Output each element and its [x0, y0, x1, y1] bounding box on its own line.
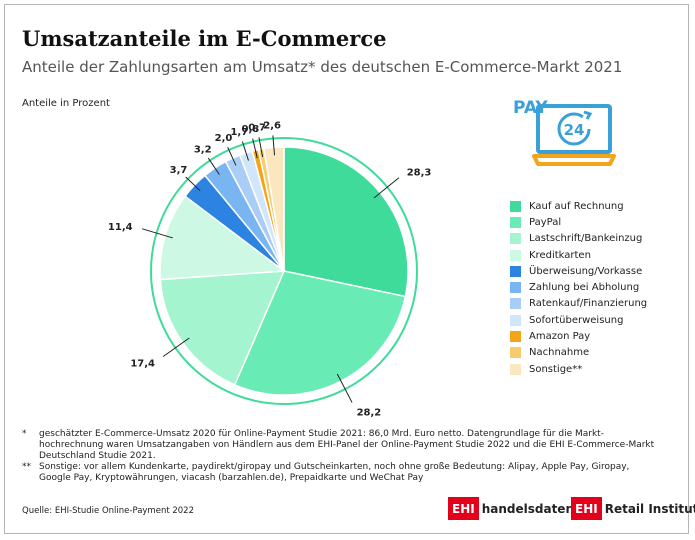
- data-label: 0,8: [242, 124, 260, 135]
- ehi-retail-institute-logo: EHI Retail Institute®: [571, 497, 695, 520]
- logo-text: handelsdaten.de: [481, 501, 596, 516]
- legend-label: Sofortüberweisung: [529, 314, 624, 326]
- data-label: 0,7: [248, 123, 266, 134]
- legend-item: Amazon Pay: [510, 328, 647, 344]
- pie-label-layer: 28,3 28,2 17,4 11,4 3,7 3,22,01,70,80,72,6: [108, 121, 432, 419]
- legend-label: Ratenkauf/Finanzierung: [529, 298, 648, 310]
- pie-outer-ring: [150, 137, 418, 405]
- pie-ring-layer: [150, 137, 418, 405]
- legend-label: Sonstige**: [529, 363, 583, 375]
- pay-24-laptop-icon: 24 PAY: [510, 98, 618, 186]
- legend-label: Amazon Pay: [529, 331, 591, 343]
- leader-line: [272, 135, 276, 156]
- legend-swatch: [510, 347, 521, 359]
- leader-line: [227, 147, 237, 166]
- legend-item: PayPal: [510, 214, 647, 230]
- legend-label: Zahlung bei Abholung: [529, 282, 640, 294]
- legend-swatch: [510, 314, 521, 326]
- logo-text: Retail Institute: [604, 501, 695, 516]
- data-label: 2,0: [215, 133, 233, 144]
- pie-leader-layer: [141, 135, 400, 403]
- legend-label: Nachnahme: [529, 347, 590, 359]
- pie-slice: [283, 146, 409, 298]
- data-label: 2,6: [263, 121, 281, 132]
- chart-subtitle: Anteile der Zahlungsarten am Umsatz* des…: [22, 58, 623, 76]
- data-label: 3,2: [194, 145, 212, 156]
- legend-item: Ratenkauf/Finanzierung: [510, 296, 647, 312]
- legend-item: Lastschrift/Bankeinzug: [510, 231, 647, 247]
- legend-swatch: [510, 363, 521, 375]
- legend-label: Lastschrift/Bankeinzug: [529, 233, 643, 245]
- footnote-1: * geschätzter E-Commerce-Umsatz 2020 für…: [22, 429, 672, 462]
- unit-label: Anteile in Prozent: [22, 98, 110, 109]
- legend-label: PayPal: [529, 216, 562, 228]
- handelsdaten-logo: EHI handelsdaten.de: [448, 497, 595, 520]
- footnote-mark: **: [22, 462, 31, 472]
- pay-icon-text: PAY: [513, 98, 548, 118]
- legend-item: Kreditkarten: [510, 247, 647, 263]
- footnotes: * geschätzter E-Commerce-Umsatz 2020 für…: [22, 429, 672, 484]
- footnote-2: ** Sonstige: vor allem Kundenkarte, payd…: [22, 462, 672, 484]
- leader-line: [258, 137, 264, 158]
- legend-swatch: [510, 298, 521, 310]
- leader-line: [162, 337, 190, 357]
- data-label: 28,3: [407, 167, 432, 178]
- footnote-text: geschätzter E-Commerce-Umsatz 2020 für O…: [39, 429, 655, 461]
- data-label: 3,7: [170, 165, 188, 176]
- source-note: Quelle: EHI-Studie Online-Payment 2022: [22, 506, 194, 516]
- legend-item: Sonstige**: [510, 361, 647, 377]
- legend-item: Zahlung bei Abholung: [510, 279, 647, 295]
- logo-text-wrap: Retail Institute®: [602, 497, 695, 520]
- legend-swatch: [510, 249, 521, 261]
- leader-line: [241, 141, 249, 161]
- image-frame: [4, 4, 689, 534]
- leader-line: [185, 176, 201, 192]
- ehi-logo-box: EHI: [448, 497, 479, 520]
- data-label: 17,4: [130, 358, 155, 369]
- legend-swatch: [510, 331, 521, 343]
- footnote-text: Sonstige: vor allem Kundenkarte, paydire…: [39, 462, 630, 483]
- pay-icon-number: 24: [564, 121, 585, 139]
- legend-label: Kreditkarten: [529, 249, 591, 261]
- legend-swatch: [510, 233, 521, 245]
- chart-title: Umsatzanteile im E-Commerce: [22, 26, 387, 51]
- leader-line: [207, 157, 220, 175]
- data-label: 11,4: [108, 222, 133, 233]
- leader-line: [336, 373, 353, 403]
- legend-swatch: [510, 282, 521, 294]
- legend-swatch: [510, 216, 521, 228]
- legend-label: Kauf auf Rechnung: [529, 200, 624, 212]
- ehi-logo-box: EHI: [571, 497, 602, 520]
- leader-line: [252, 138, 258, 159]
- data-label: 1,7: [230, 127, 248, 138]
- footnote-mark: *: [22, 429, 27, 439]
- legend-item: Nachnahme: [510, 345, 647, 361]
- legend-label: Überweisung/Vorkasse: [529, 265, 643, 277]
- legend-swatch: [510, 265, 521, 277]
- legend-swatch: [510, 200, 521, 212]
- legend-item: Kauf auf Rechnung: [510, 198, 647, 214]
- leader-line: [141, 228, 173, 239]
- legend-item: Sofortüberweisung: [510, 312, 647, 328]
- pie-slice-layer: [159, 146, 409, 396]
- leader-line: [373, 177, 400, 199]
- legend-item: Überweisung/Vorkasse: [510, 263, 647, 279]
- chart-legend: Kauf auf Rechnung PayPal Lastschrift/Banke…: [510, 198, 647, 377]
- data-label: 28,2: [357, 407, 382, 418]
